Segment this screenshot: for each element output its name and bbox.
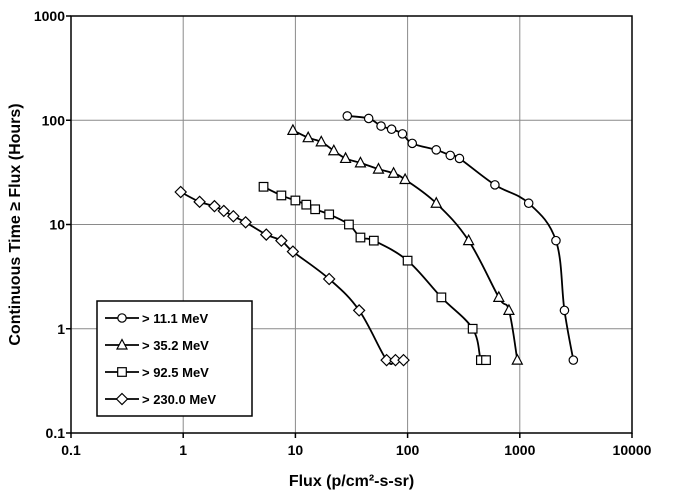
legend-marker <box>116 338 128 350</box>
x-tick-labels: 0.1 1 10 100 1000 10000 <box>61 442 651 458</box>
data-point <box>339 151 352 164</box>
y-tick-label: 10 <box>49 217 65 233</box>
x-tick-label: 0.1 <box>61 442 81 458</box>
data-point <box>490 180 500 190</box>
legend-item: > 92.5 MeV <box>105 365 209 380</box>
legend-marker <box>117 313 127 323</box>
legend-label: > 11.1 MeV <box>142 311 208 326</box>
data-point <box>511 353 524 365</box>
x-tick-label: 10000 <box>613 442 652 458</box>
series-diamond <box>174 185 410 367</box>
data-point <box>286 123 299 135</box>
data-point <box>559 305 570 316</box>
series-line <box>292 129 519 361</box>
legend-marker <box>117 367 127 377</box>
legend-marker <box>115 392 129 406</box>
data-point <box>275 234 288 247</box>
data-point <box>322 272 336 286</box>
y-tick-label: 0.1 <box>46 425 66 441</box>
data-point <box>481 355 491 366</box>
data-point <box>397 353 410 367</box>
y-tick-label: 100 <box>42 112 66 128</box>
data-point <box>462 233 475 246</box>
legend: > 11.1 MeV > 35.2 MeV > 92.5 MeV > 230.0 Me… <box>96 300 253 417</box>
series-square <box>258 181 491 366</box>
data-point <box>402 255 413 266</box>
data-point <box>310 204 321 215</box>
data-point <box>492 290 505 302</box>
series-circle <box>342 111 579 365</box>
data-point <box>430 196 443 208</box>
data-point <box>174 185 188 199</box>
data-point <box>551 235 561 246</box>
data-point <box>407 138 418 149</box>
legend-item: > 230.0 MeV <box>105 392 216 407</box>
y-tick-label: 1000 <box>34 8 65 24</box>
data-point <box>454 153 465 164</box>
series-triangle <box>286 123 524 365</box>
data-point <box>276 190 287 201</box>
data-point <box>368 235 379 246</box>
series-line <box>347 115 575 361</box>
data-point <box>258 181 269 192</box>
x-tick-label: 100 <box>396 442 420 458</box>
data-point <box>301 199 312 210</box>
data-point <box>399 172 412 185</box>
x-tick-label: 1000 <box>504 442 535 458</box>
data-point <box>502 303 515 315</box>
legend-label: > 35.2 MeV <box>142 338 209 353</box>
data-point <box>324 209 335 220</box>
x-tick-label: 1 <box>179 442 187 458</box>
data-point <box>217 204 231 218</box>
data-point <box>354 156 367 168</box>
data-point <box>193 195 206 209</box>
data-point <box>315 135 328 147</box>
data-point <box>208 199 221 213</box>
data-point <box>286 245 300 258</box>
data-point <box>431 145 442 155</box>
data-point <box>327 143 340 156</box>
data-point <box>467 323 478 334</box>
legend-label: > 230.0 MeV <box>142 392 216 407</box>
data-point <box>387 166 400 178</box>
data-point <box>259 228 273 241</box>
data-point <box>342 111 353 121</box>
data-point <box>376 121 386 131</box>
data-point <box>239 215 252 229</box>
data-point <box>290 195 301 206</box>
data-point <box>227 209 240 223</box>
legend-item: > 35.2 MeV <box>105 338 209 353</box>
series-layer <box>174 111 579 367</box>
data-point <box>523 198 534 209</box>
data-point <box>372 162 385 174</box>
data-point <box>352 304 366 317</box>
data-point <box>568 355 579 365</box>
series-line <box>263 185 487 364</box>
y-axis-label: Continuous Time ≥ Flux (Hours) <box>7 103 24 345</box>
data-point <box>436 292 447 303</box>
data-point <box>355 232 366 243</box>
data-point <box>386 124 397 135</box>
data-point <box>344 219 354 230</box>
y-tick-label: 1 <box>57 321 65 337</box>
legend-item: > 11.1 MeV <box>105 311 208 326</box>
data-point <box>380 353 393 367</box>
legend-label: > 92.5 MeV <box>142 365 209 380</box>
data-point <box>302 130 315 143</box>
x-tick-label: 10 <box>288 442 304 458</box>
y-tick-labels: 0.1 1 10 100 1000 <box>34 8 65 441</box>
x-axis-label: Flux (p/cm²-s-sr) <box>289 473 414 490</box>
data-point <box>397 129 408 139</box>
data-point <box>363 113 374 124</box>
plot-area <box>70 15 633 434</box>
data-point <box>445 150 456 161</box>
